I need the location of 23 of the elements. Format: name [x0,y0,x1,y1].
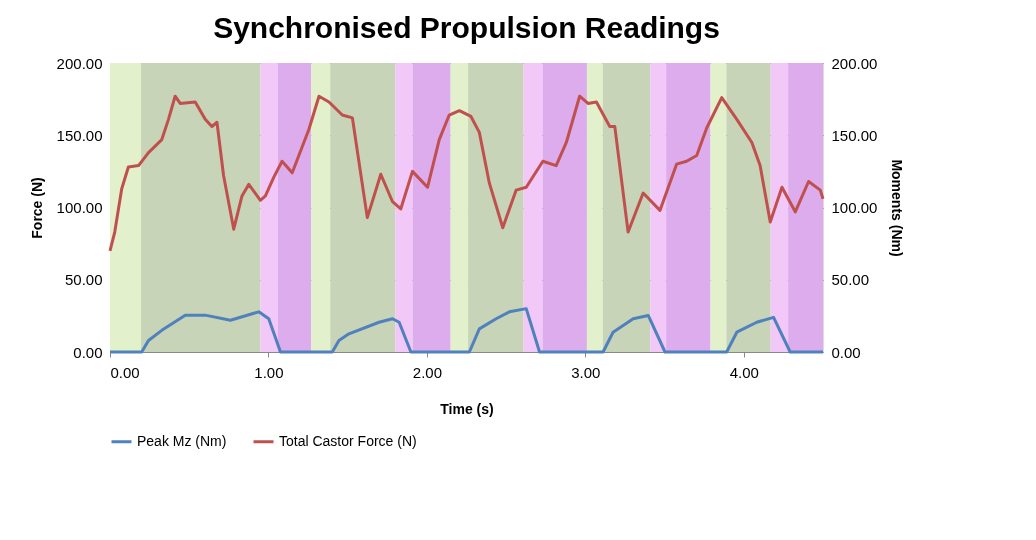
y-tick-label: 50.00 [64,271,103,289]
y2-tick-label: 100.00 [831,199,878,216]
line-series [108,94,825,253]
x-tick-label: 2.00 [412,363,442,381]
y2-tick-label: 200.00 [831,54,878,72]
x-tick-label: 1.00 [254,363,284,381]
y2-tick-label: 150.00 [831,126,878,144]
legend-label: Total Castor Force (N) [279,432,417,449]
y2-axis-title: Moments (Nm) [889,159,906,257]
y2-tick-label: 0.00 [831,343,861,361]
x-tick-label: 4.00 [729,363,759,381]
y-axis-title: Force (N) [28,177,45,239]
y-tick-label: 0.00 [73,343,103,361]
x-tick-label: 0.00 [110,363,140,381]
y-tick-label: 200.00 [56,54,103,72]
x-axis-title: Time (s) [440,400,494,417]
y2-tick-label: 50.00 [831,271,870,289]
y-tick-label: 150.00 [56,126,103,144]
legend-label: Peak Mz (Nm) [137,432,227,449]
chart-title: Synchronised Propulsion Readings [213,11,720,44]
y-tick-label: 100.00 [56,199,103,216]
x-tick-label: 3.00 [571,363,601,381]
line-series [108,307,825,354]
